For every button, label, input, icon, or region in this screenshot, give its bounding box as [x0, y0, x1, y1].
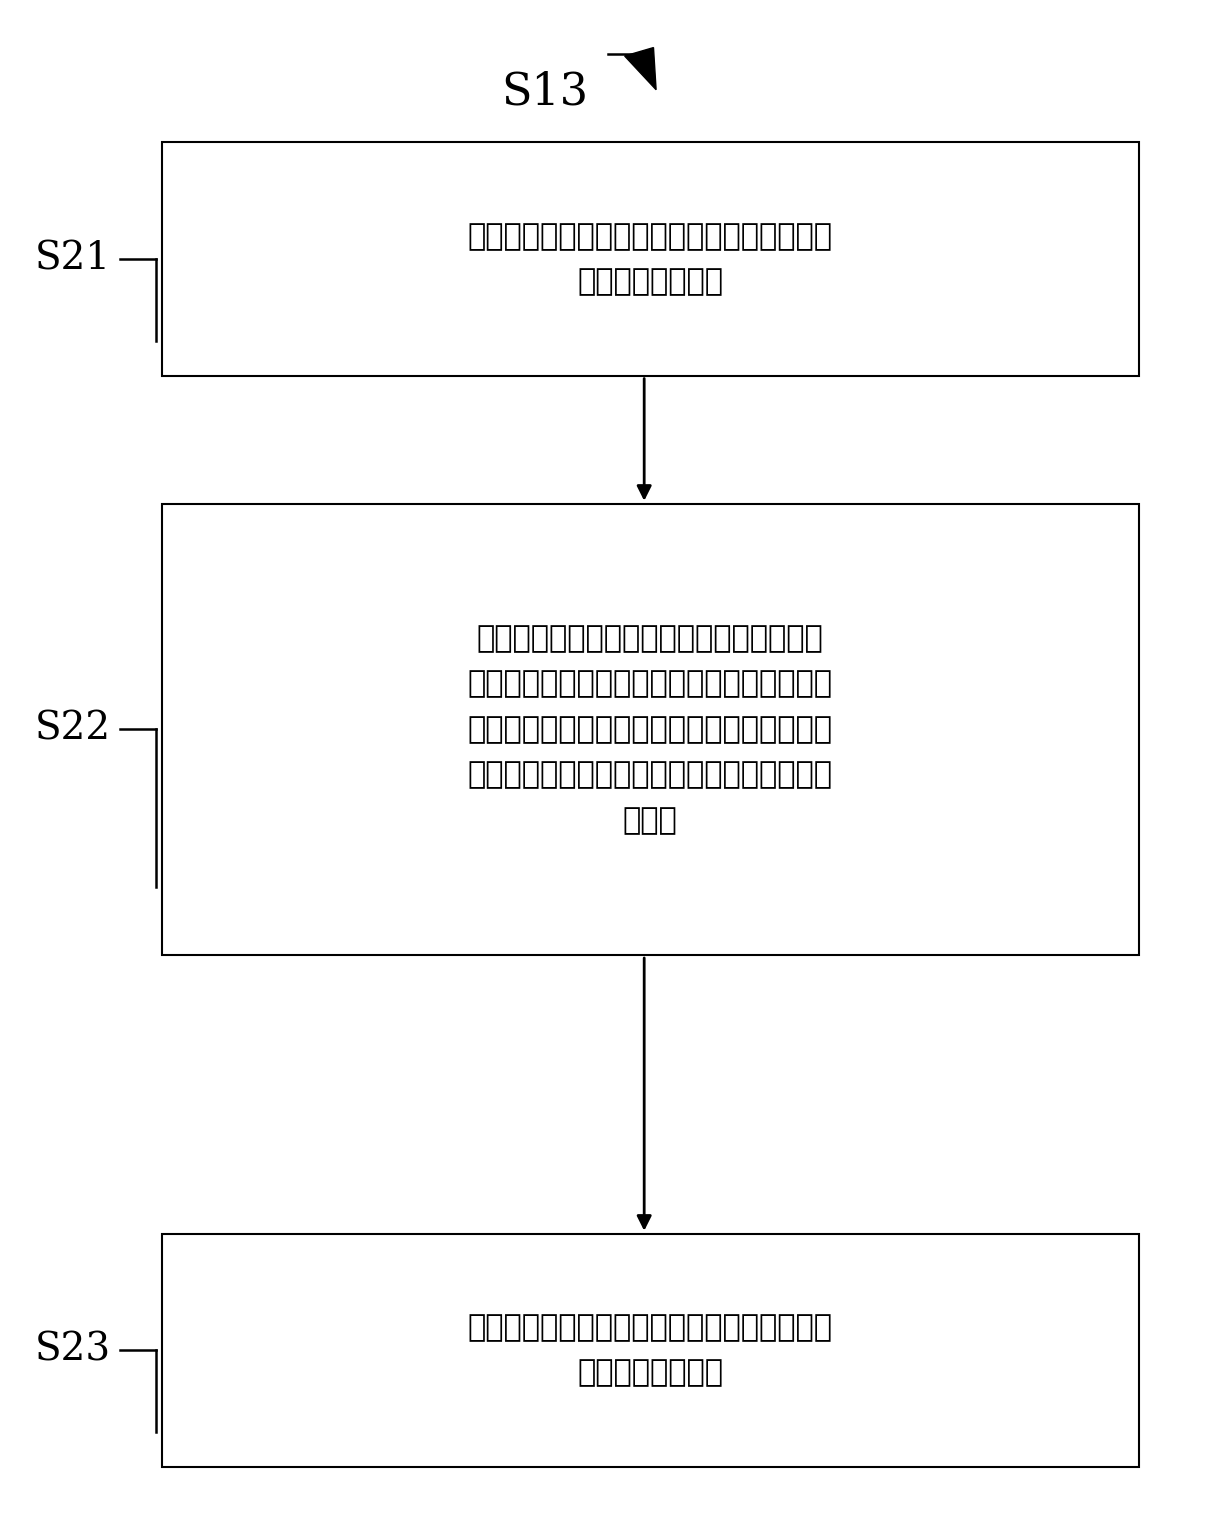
Text: 以所述初始信号强度为初始测量强度测量所述
智能终端的误码率: 以所述初始信号强度为初始测量强度测量所述 智能终端的误码率: [468, 220, 833, 298]
Text: S22: S22: [35, 711, 111, 747]
Text: S23: S23: [35, 1332, 111, 1369]
Bar: [161, 1233, 1139, 1467]
Text: S13: S13: [501, 70, 588, 114]
Bar: [161, 143, 1139, 375]
Bar: [161, 504, 1139, 955]
Polygon shape: [624, 47, 656, 90]
Text: S21: S21: [35, 240, 111, 278]
Text: 根据所述跳变后的测试信号强度，确定所述测
试信号强度临界值: 根据所述跳变后的测试信号强度，确定所述测 试信号强度临界值: [468, 1312, 833, 1388]
Text: 如果所述误码率小于预设阈值，则依次减小
预设信号强度步长并测试所述智能终端的误码
率，直至所述误码率从小于预设阈值跳变至大
于等于所述预设阈值，并记录跳变后的测: 如果所述误码率小于预设阈值，则依次减小 预设信号强度步长并测试所述智能终端的误码…: [468, 623, 833, 835]
